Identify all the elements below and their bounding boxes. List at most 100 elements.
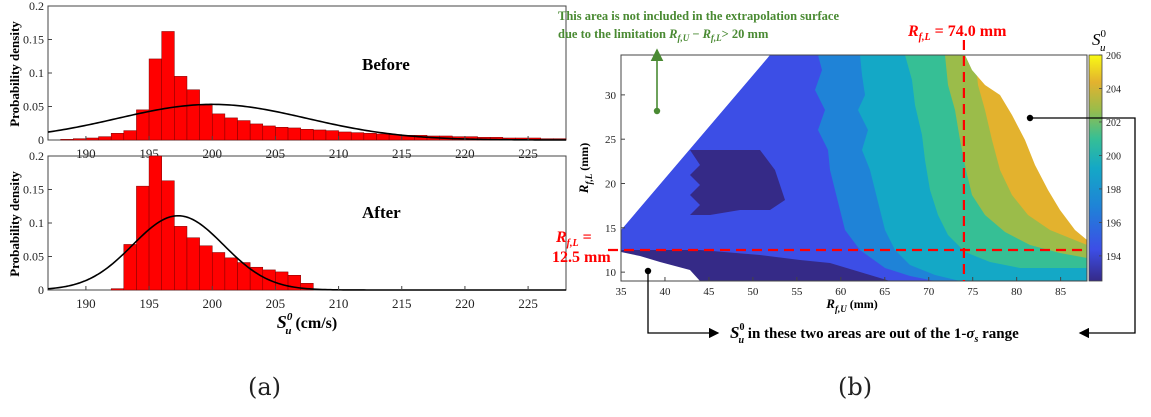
after-xtick-label: 200: [202, 296, 222, 311]
before-bar: [85, 137, 99, 141]
contour-xtick-label: 40: [659, 286, 671, 298]
after-bars: [110, 155, 314, 291]
vline-label: Rf,L = 74.0 mm: [907, 23, 1007, 43]
top-note-line2-r2: R: [702, 27, 711, 41]
contour-ytick-label: 25: [605, 134, 617, 146]
before-ytick-label: 0: [38, 133, 44, 147]
contour-xtick-label: 75: [967, 286, 979, 298]
before-bar: [98, 136, 112, 141]
after-ytick-label: 0.15: [23, 183, 44, 197]
contour-level-blue: [621, 55, 935, 281]
before-xtick-label: 200: [202, 146, 222, 161]
contour-plot-border: [620, 54, 1088, 282]
contour-xtick-label: 35: [616, 286, 628, 298]
top-note-marker: [653, 107, 661, 115]
vline-label-sub: f,L: [919, 32, 931, 43]
bottom-note-sigma-sub: s: [973, 334, 978, 345]
contour-xtick-label: 60: [835, 286, 847, 298]
after-xlabel-sub: u: [285, 325, 291, 337]
before-bar: [237, 120, 251, 141]
colorbar-title: S0 u: [1092, 28, 1107, 54]
contour-plot: 35 40 45 50 55 60 65 70 75 80 85 10 15 20 25 30: [605, 40, 1088, 298]
bottom-note-sub: u: [738, 335, 744, 346]
before-title: Before: [362, 55, 410, 74]
bottom-left-arrow: [647, 271, 720, 339]
contour-ylabel-main: R: [576, 184, 591, 194]
colorbar: 194 196 198 200 202 204 206 S0 u: [1088, 28, 1121, 282]
after-xtick-label: 195: [139, 296, 159, 311]
colorbar-tick-label: 206: [1106, 51, 1121, 62]
bottom-note-sup: 0: [739, 322, 744, 333]
before-xtick-label: 205: [266, 146, 286, 161]
excluded-area-top-left: [621, 55, 770, 230]
before-ytick-label: 0.05: [23, 100, 44, 114]
before-bar: [249, 123, 264, 141]
after-xlabel-sup: 0: [287, 311, 293, 323]
before-bar: [338, 131, 352, 141]
before-bar: [325, 130, 339, 141]
after-bar: [186, 237, 200, 291]
hline-label-line2: 12.5 mm: [552, 249, 611, 266]
before-bar: [262, 125, 276, 141]
top-note-line2-sub1: f,U: [677, 33, 689, 43]
after-title: After: [362, 203, 401, 222]
colorbar-tick-label: 194: [1106, 252, 1121, 263]
bottom-note-s: S: [730, 323, 739, 342]
contour-xtick-label: 85: [1055, 286, 1067, 298]
contour-ylabel-sub: f,L: [584, 173, 594, 184]
contour-ylabel-unit: (mm): [577, 143, 591, 171]
panel-label-b: (b): [838, 373, 872, 401]
after-bar: [211, 252, 226, 291]
contour-xtick-label: 45: [703, 286, 715, 298]
before-xtick-label: 210: [329, 146, 349, 161]
excluded-area-bottom-left: [621, 252, 700, 281]
before-bar: [313, 129, 327, 141]
top-note-line1: This area is not included in the extrapo…: [558, 9, 839, 23]
after-bar: [174, 226, 188, 291]
after-ytick-label: 0.1: [29, 216, 44, 230]
colorbar-tick-label: 196: [1106, 218, 1121, 229]
before-bar: [73, 138, 87, 141]
before-bar: [110, 133, 125, 141]
excluded-area-top-right: [965, 55, 1087, 240]
top-note-line2-minus: −: [689, 27, 702, 41]
bottom-note-text: in these two areas are out of the 1-: [744, 326, 966, 342]
after-xtick-label: 205: [266, 296, 286, 311]
after-ytick-label: 0.2: [29, 149, 44, 163]
colorbar-ticks: 194 196 198 200 202 204 206: [1099, 51, 1121, 263]
after-ytick-label: 0.05: [23, 250, 44, 264]
colorbar-title-main: S: [1092, 30, 1101, 49]
right-arrow: [1030, 117, 1136, 339]
after-bar: [148, 155, 162, 291]
before-xtick-label: 220: [455, 146, 475, 161]
after-xtick-label: 215: [392, 296, 412, 311]
vline-label-value: = 74.0 mm: [931, 23, 1007, 40]
contour-ytick-label: 15: [605, 223, 617, 235]
after-bar: [199, 245, 213, 291]
after-bar: [275, 271, 289, 291]
contour-ytick-label: 30: [605, 90, 617, 102]
after-axis-ticks: 190 195 200 205 210 215 220 225 0 0.05 0.1 0.15 0.2: [23, 149, 538, 311]
before-bar: [199, 104, 213, 141]
after-xlabel-main: S: [277, 312, 287, 332]
colorbar-gradient: [1088, 54, 1103, 282]
after-xtick-label: 190: [76, 296, 96, 311]
contour-xlabel: Rf,U (mm): [825, 296, 877, 314]
top-note-line2-sub2: f,L: [711, 33, 722, 43]
contour-xlabel-main: R: [825, 296, 835, 311]
after-xlabel: S0 u (cm/s): [277, 311, 337, 337]
top-note-line2-prefix: due to the limitation: [558, 27, 669, 41]
hline-label-eq: =: [579, 229, 592, 246]
before-bar: [60, 139, 74, 141]
after-bar: [161, 180, 175, 291]
before-bar: [300, 129, 314, 141]
before-bar: [275, 127, 289, 141]
before-bar: [161, 31, 175, 141]
hline-label-sub: f,L: [567, 238, 579, 249]
after-ytick-label: 0: [38, 283, 44, 297]
after-bar: [110, 288, 125, 291]
before-bar: [148, 58, 162, 141]
bottom-note-end: range: [978, 326, 1019, 342]
